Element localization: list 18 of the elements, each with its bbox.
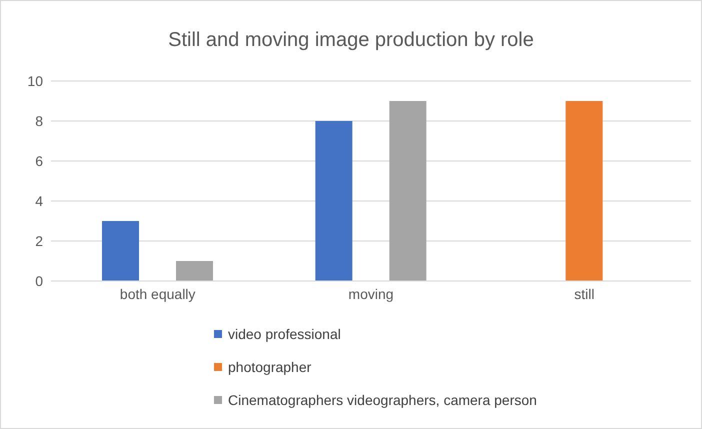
legend-label: video professional bbox=[227, 326, 342, 342]
y-tick-label: 2 bbox=[35, 232, 44, 249]
legend-label: photographer bbox=[227, 359, 312, 375]
legend-label: Cinematographers videographers, camera person bbox=[227, 392, 537, 408]
y-tick-label: 8 bbox=[35, 112, 44, 129]
bar bbox=[102, 221, 139, 281]
x-tick-label: moving bbox=[348, 286, 394, 302]
y-tick-label: 4 bbox=[35, 192, 44, 209]
x-tick-label: still bbox=[574, 286, 594, 302]
x-tick-label: both equally bbox=[120, 286, 196, 302]
bar bbox=[315, 121, 352, 281]
y-tick-label: 10 bbox=[27, 72, 44, 89]
chart-title: Still and moving image production by role bbox=[167, 29, 535, 52]
bar bbox=[566, 101, 603, 281]
y-tick-label: 6 bbox=[35, 152, 44, 169]
y-tick-label: 0 bbox=[35, 272, 44, 289]
bar bbox=[176, 261, 213, 281]
bar bbox=[389, 101, 426, 281]
